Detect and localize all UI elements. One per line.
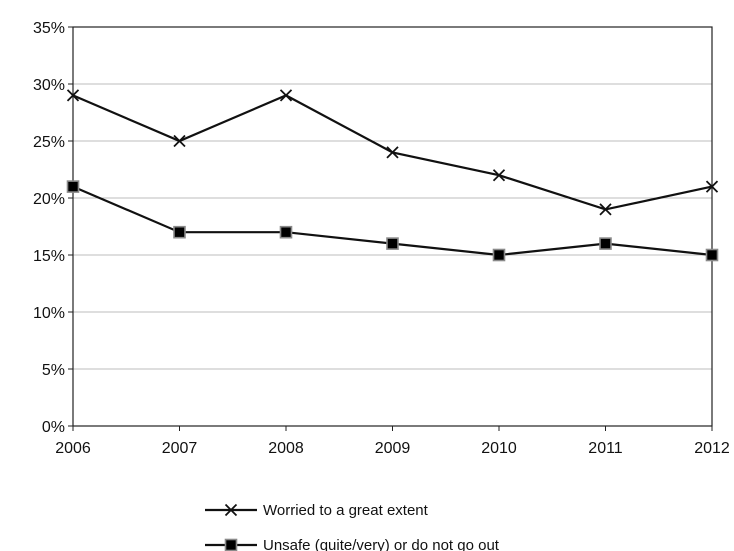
legend-worried-marker: [224, 503, 238, 517]
y-tick-label: 0%: [42, 419, 65, 436]
y-tick-label: 35%: [33, 20, 65, 37]
x-tick-label: 2009: [375, 440, 411, 457]
series-unsafe-marker: [492, 248, 506, 262]
x-tick-label: 2006: [55, 440, 91, 457]
series-worried-marker: [599, 203, 612, 216]
series-unsafe-marker: [705, 248, 719, 262]
legend-unsafe: Unsafe (quite/very) or do not go out: [205, 537, 500, 551]
y-tick-label: 30%: [33, 77, 65, 94]
x-tick-label: 2011: [588, 440, 623, 457]
series-worried-marker: [173, 134, 186, 148]
x-tick-label: 2007: [162, 440, 198, 457]
legend-unsafe-label: Unsafe (quite/very) or do not go out: [263, 537, 500, 551]
series-unsafe-marker: [386, 237, 399, 250]
series-unsafe-marker: [173, 225, 186, 239]
series-worried-marker: [705, 180, 719, 193]
y-tick-label: 20%: [33, 191, 65, 208]
series-unsafe-marker: [599, 237, 612, 250]
legend: Worried to a great extent Unsafe (quite/v…: [205, 502, 500, 551]
series-unsafe-marker: [66, 180, 80, 193]
x-tick-label: 2010: [481, 440, 517, 457]
y-tick-label: 15%: [33, 248, 65, 265]
y-tick-label: 10%: [33, 305, 65, 322]
series-worried-marker: [386, 146, 399, 159]
series-worried-marker: [492, 169, 506, 182]
x-tick-label: 2012: [694, 440, 730, 457]
y-tick-label: 5%: [42, 362, 65, 379]
x-tick-label: 2008: [268, 440, 304, 457]
legend-unsafe-marker: [224, 538, 238, 551]
series-layer: [66, 89, 719, 262]
series-worried-marker: [66, 89, 80, 102]
series-worried-marker: [279, 89, 293, 102]
y-tick-label: 25%: [33, 134, 65, 151]
x-axis-ticks: 2006 2007 2008 2009 2010 2011 2012: [55, 426, 730, 457]
legend-worried-label: Worried to a great extent: [263, 502, 429, 519]
plot-area-border: [72, 26, 713, 427]
y-axis-ticks: 0% 5% 10% 15% 20% 25% 30% 35%: [33, 20, 73, 436]
legend-worried: Worried to a great extent: [205, 502, 429, 519]
series-unsafe-marker: [279, 225, 293, 239]
